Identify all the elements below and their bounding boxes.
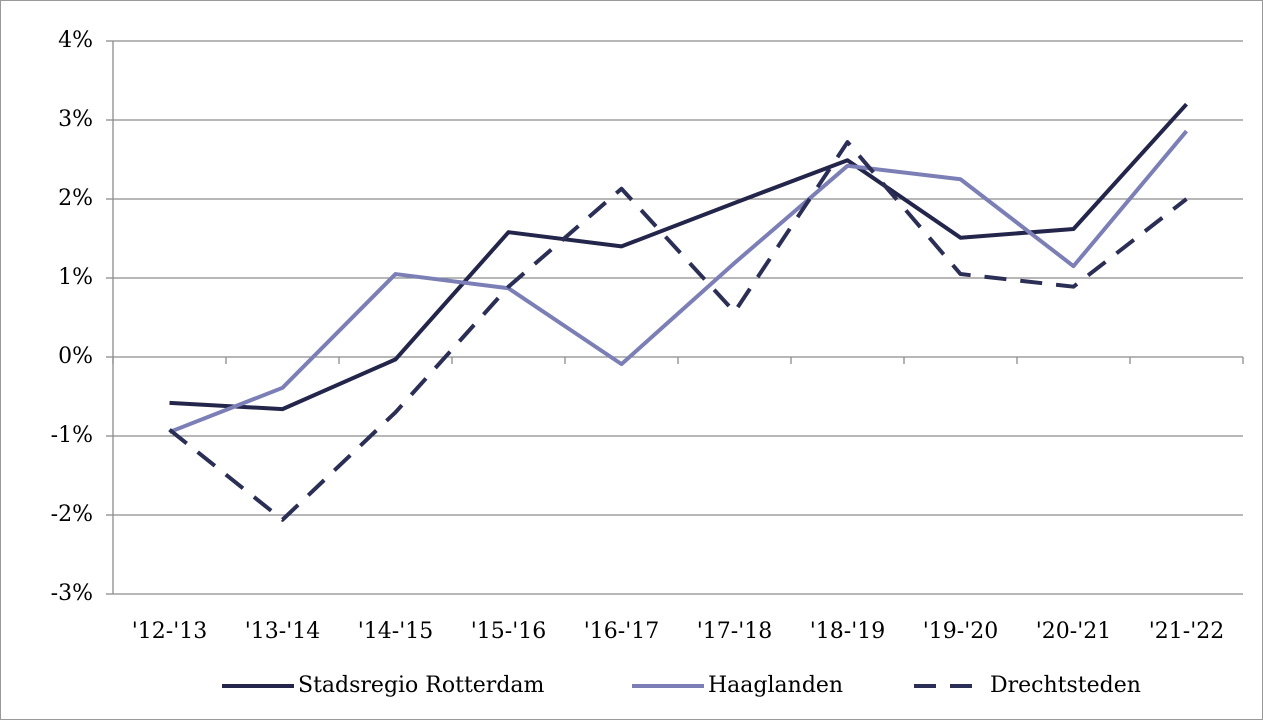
y-tick-label: -3% xyxy=(51,581,93,606)
line-series xyxy=(168,129,1189,434)
x-tick-label: '15-'16 xyxy=(471,619,547,644)
y-tick-label: 2% xyxy=(58,186,93,211)
legend-label: Haaglanden xyxy=(708,673,843,698)
line-series xyxy=(168,140,1188,522)
y-tick-label: 3% xyxy=(58,107,93,132)
y-tick-label: 1% xyxy=(58,265,93,290)
x-tick-label: '16-'17 xyxy=(584,619,660,644)
x-tick-label: '13-'14 xyxy=(245,619,321,644)
x-tick-label: '20-'21 xyxy=(1036,619,1112,644)
y-tick-label: -1% xyxy=(51,423,93,448)
legend-label: Stadsregio Rotterdam xyxy=(298,673,545,698)
line-series xyxy=(169,102,1188,412)
x-tick-label: '17-'18 xyxy=(697,619,773,644)
legend-label: Drechtsteden xyxy=(990,673,1141,698)
x-tick-label: '12-'13 xyxy=(132,619,208,644)
x-tick-label: '14-'15 xyxy=(358,619,434,644)
x-tick-label: '18-'19 xyxy=(810,619,886,644)
x-tick-label: '19-'20 xyxy=(923,619,999,644)
y-tick-label: -2% xyxy=(51,502,93,527)
y-tick-label: 4% xyxy=(58,28,93,53)
x-tick-label: '21-'22 xyxy=(1149,619,1225,644)
y-tick-label: 0% xyxy=(58,344,93,369)
